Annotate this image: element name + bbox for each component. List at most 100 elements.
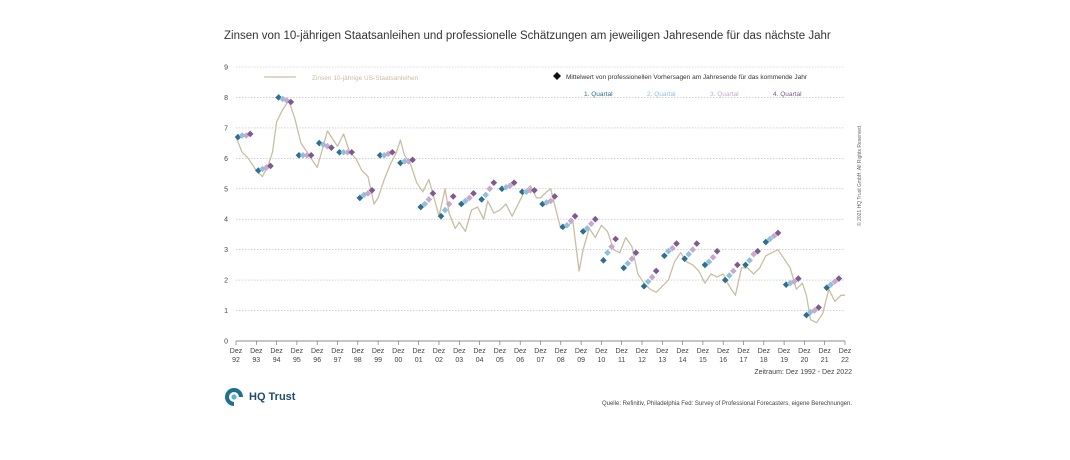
- x-tick-label: 18: [760, 357, 768, 364]
- forecast-marker: [762, 238, 770, 246]
- legend-quarter-label: 1. Quartal: [584, 91, 613, 98]
- x-tick-label: 16: [719, 357, 727, 364]
- forecast-marker: [466, 194, 473, 202]
- forecast-marker: [368, 187, 376, 194]
- forecast-marker: [441, 206, 449, 214]
- x-tick-label: Dez: [676, 348, 689, 355]
- forecast-marker: [531, 187, 538, 194]
- forecast-marker: [770, 232, 778, 240]
- forecast-marker: [587, 220, 595, 228]
- forecast-marker: [458, 200, 465, 208]
- forecast-marker: [693, 240, 701, 247]
- forecast-marker: [640, 282, 648, 290]
- x-tick-label: 13: [658, 357, 666, 364]
- forecast-marker: [490, 179, 498, 186]
- x-tick-label: 99: [374, 357, 382, 364]
- forecast-marker: [628, 255, 636, 263]
- x-tick-label: Dez: [656, 348, 669, 355]
- forecast-marker: [502, 183, 510, 191]
- forecast-marker: [417, 203, 425, 211]
- forecast-marker: [612, 235, 619, 243]
- forecast-marker: [405, 158, 412, 165]
- series-layer: [235, 99, 845, 324]
- forecast-marker: [425, 196, 433, 203]
- forecast-marker: [571, 212, 579, 220]
- x-tick-label: 15: [699, 357, 707, 364]
- forecast-marker: [397, 159, 404, 167]
- forecast-marker: [246, 130, 254, 138]
- y-tick-label: 6: [224, 156, 228, 163]
- forecast-marker: [803, 311, 810, 319]
- forecast-marker: [579, 228, 587, 235]
- x-tick-label: Dez: [575, 348, 588, 355]
- forecast-marker: [661, 252, 668, 260]
- x-tick-label: Dez: [818, 348, 831, 355]
- forecast-marker: [376, 151, 384, 159]
- forecast-marker: [563, 222, 571, 229]
- chart-title: Zinsen von 10-jährigen Staatsanleihen un…: [224, 30, 831, 42]
- forecast-marker: [527, 187, 534, 194]
- forecast-marker: [518, 188, 526, 196]
- forecast-marker: [324, 142, 331, 150]
- forecast-marker: [774, 229, 782, 237]
- x-tick-label: Dez: [311, 348, 324, 355]
- forecast-marker: [705, 258, 713, 266]
- forecast-marker: [624, 260, 632, 267]
- forecast-marker: [766, 235, 774, 243]
- forecast-marker: [287, 98, 295, 106]
- forecast-marker: [498, 185, 506, 193]
- x-tick-label: 01: [415, 357, 423, 364]
- legend-quarter-label: 2. Quartal: [647, 91, 676, 98]
- forecast-marker: [730, 267, 737, 275]
- x-tick-label: Dez: [514, 348, 527, 355]
- y-axis-ticks: 0 1 2 3 4 5 6 7 8 9: [224, 65, 228, 346]
- x-tick-label: 17: [740, 357, 748, 364]
- forecast-marker: [750, 250, 757, 258]
- forecast-marker: [506, 182, 514, 190]
- forecast-marker: [567, 217, 575, 225]
- period-note: Zeitraum: Dez 1992 - Dez 2022: [754, 369, 852, 376]
- legend-forecast-label: Mittelwert von professionellen Vorhersag…: [566, 74, 808, 81]
- forecast-marker: [409, 156, 416, 164]
- x-tick-label: 09: [577, 357, 585, 364]
- forecast-marker: [583, 225, 591, 232]
- forecast-marker: [592, 215, 599, 223]
- forecast-marker: [364, 190, 372, 197]
- x-tick-label: 97: [334, 357, 342, 364]
- y-tick-label: 8: [224, 95, 228, 102]
- y-tick-label: 1: [224, 308, 228, 315]
- x-tick-label: Dez: [697, 348, 710, 355]
- forecast-marker: [344, 148, 351, 156]
- forecast-marker: [303, 151, 311, 159]
- forecast-marker: [807, 308, 814, 316]
- forecast-marker: [713, 247, 721, 255]
- forecast-marker: [795, 275, 802, 282]
- forecast-marker: [632, 249, 640, 257]
- x-tick-label: Dez: [270, 348, 283, 355]
- forecast-marker: [701, 261, 709, 269]
- x-tick-label: 10: [598, 357, 606, 364]
- x-tick-label: Dez: [778, 348, 791, 355]
- forecast-marker: [811, 307, 818, 314]
- forecast-marker: [709, 253, 717, 261]
- forecast-marker: [746, 257, 753, 264]
- hq-logo-icon: [225, 388, 244, 407]
- y-tick-label: 5: [224, 186, 228, 193]
- x-tick-label: Dez: [473, 348, 486, 355]
- x-tick-label: 21: [821, 357, 829, 364]
- x-tick-label: 92: [232, 357, 240, 364]
- forecast-marker: [673, 240, 680, 247]
- x-tick-label: 11: [618, 357, 625, 364]
- legend-quarter-label: 4. Quartal: [773, 91, 802, 98]
- x-tick-label: Dez: [453, 348, 466, 355]
- forecast-marker: [551, 193, 559, 200]
- forecast-marker: [299, 151, 307, 159]
- forecast-marker: [742, 261, 749, 269]
- forecast-marker: [620, 264, 628, 272]
- forecast-marker: [827, 281, 835, 288]
- legend: Zinsen 10-jährige US-Staatsanleihen Mitte…: [264, 72, 808, 98]
- forecast-marker: [356, 194, 364, 202]
- forecast-marker: [522, 188, 530, 196]
- forecast-marker: [449, 193, 457, 200]
